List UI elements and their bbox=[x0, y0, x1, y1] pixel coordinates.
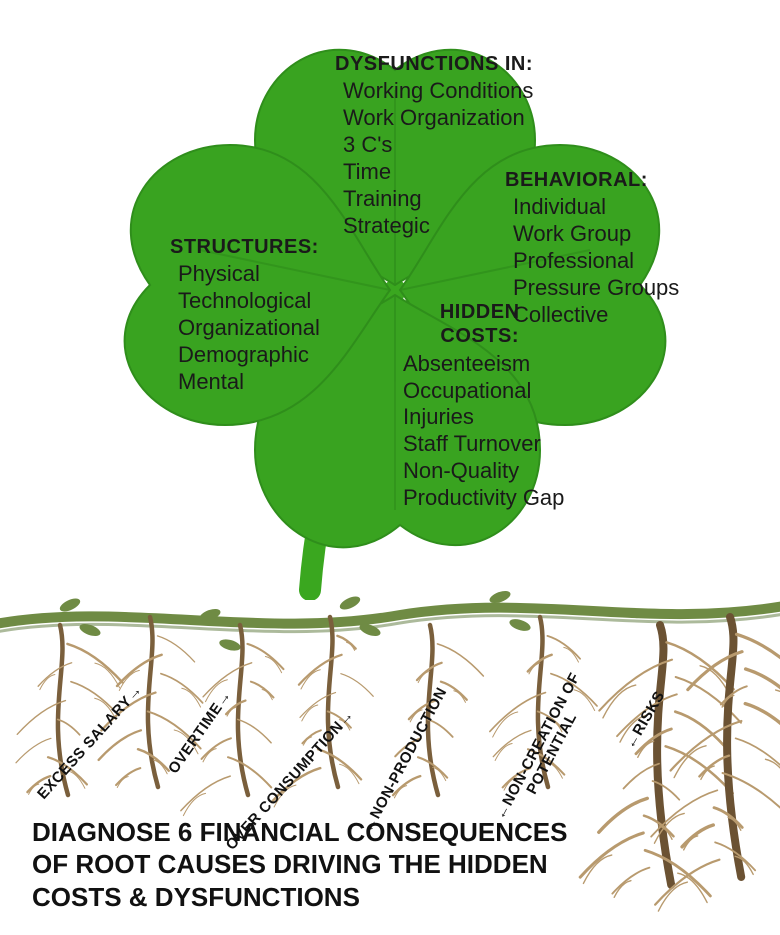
leaf-items: Absenteeism Occupational Injuries Staff … bbox=[403, 351, 564, 512]
infographic-stage: DYSFUNCTIONS IN: Working Conditions Work… bbox=[0, 0, 780, 933]
list-item: Physical bbox=[178, 261, 320, 288]
list-item: Work Group bbox=[513, 221, 679, 248]
list-item: Productivity Gap bbox=[403, 485, 564, 512]
list-item: Pressure Groups bbox=[513, 275, 679, 302]
list-item: Mental bbox=[178, 369, 320, 396]
leaf-heading: HIDDENCOSTS: bbox=[395, 300, 564, 349]
list-item: Individual bbox=[513, 194, 679, 221]
list-item: Technological bbox=[178, 288, 320, 315]
leaf-heading: DYSFUNCTIONS IN: bbox=[335, 52, 533, 76]
leaf-heading: STRUCTURES: bbox=[170, 235, 320, 259]
diagnosis-title: DIAGNOSE 6 FINANCIAL CONSEQUENCES OF ROO… bbox=[32, 816, 592, 914]
list-item: 3 C's bbox=[343, 132, 533, 159]
list-item: Occupational bbox=[403, 378, 564, 405]
leaf-dysfunctions: DYSFUNCTIONS IN: Working Conditions Work… bbox=[335, 52, 533, 239]
list-item: Professional bbox=[513, 248, 679, 275]
list-item: Non-Quality bbox=[403, 458, 564, 485]
list-item: Work Organization bbox=[343, 105, 533, 132]
list-item: Demographic bbox=[178, 342, 320, 369]
list-item: Organizational bbox=[178, 315, 320, 342]
leaf-hidden-costs: HIDDENCOSTS: Absenteeism Occupational In… bbox=[395, 300, 564, 512]
list-item: Injuries bbox=[403, 404, 564, 431]
list-item: Absenteeism bbox=[403, 351, 564, 378]
leaf-structures: STRUCTURES: Physical Technological Organ… bbox=[170, 235, 320, 396]
list-item: Staff Turnover bbox=[403, 431, 564, 458]
leaf-items: Physical Technological Organizational De… bbox=[178, 261, 320, 395]
list-item: Working Conditions bbox=[343, 78, 533, 105]
leaf-heading: BEHAVIORAL: bbox=[505, 168, 679, 192]
